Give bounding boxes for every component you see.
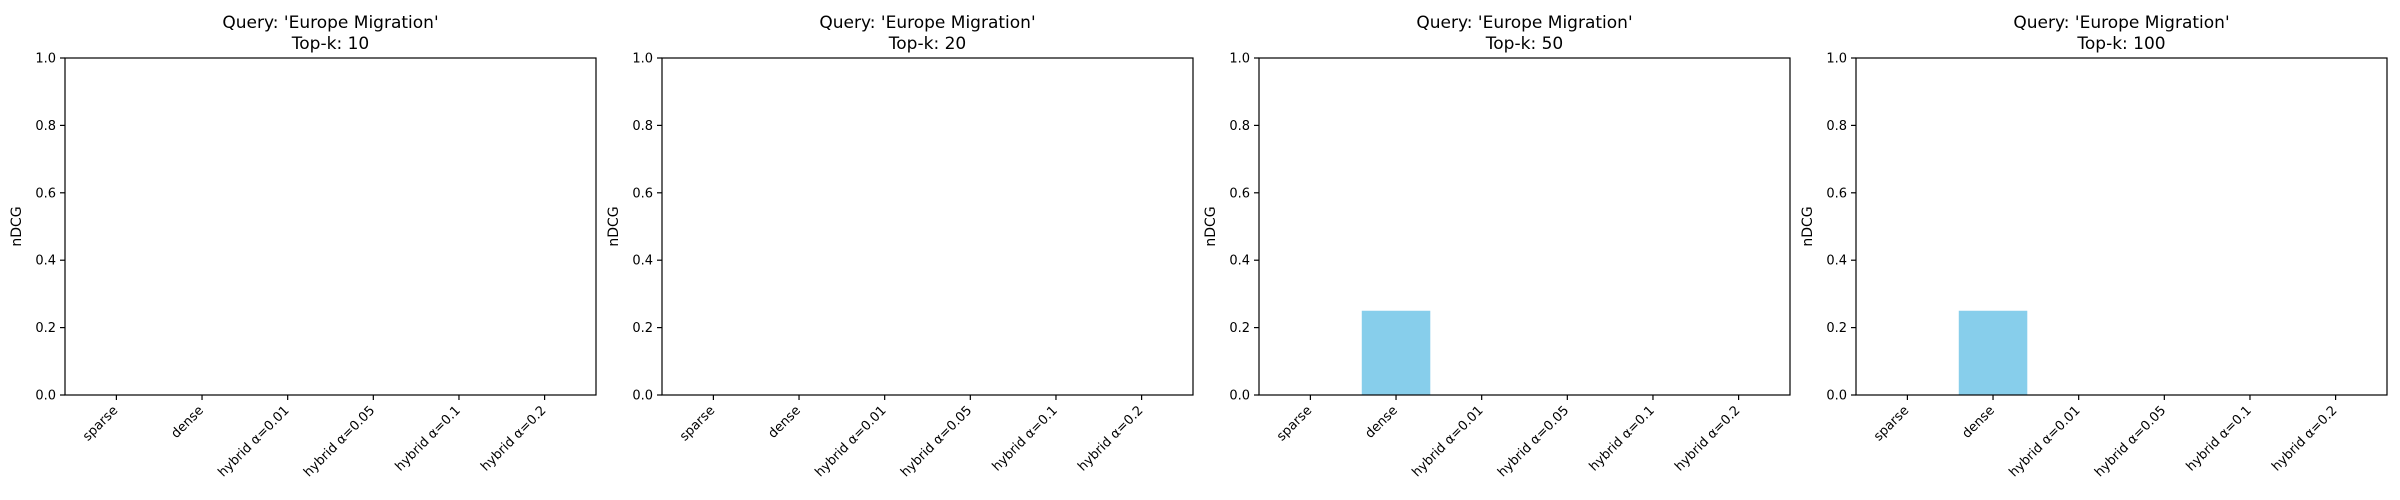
chart-title: Query: 'Europe Migration': [222, 13, 438, 33]
chart-subtitle: Top-k: 50: [1485, 34, 1563, 54]
y-tick-label: 0.8: [632, 119, 653, 134]
y-axis-label: nDCG: [9, 206, 25, 246]
y-tick-label: 1.0: [632, 52, 653, 67]
axes-frame: [661, 57, 1194, 396]
bar-2: [1361, 310, 1431, 395]
y-tick-label: 0.4: [632, 254, 653, 269]
y-tick-label: 0.6: [1826, 186, 1847, 201]
y-tick-label: 0.4: [1229, 254, 1250, 269]
axes-frame: [1855, 57, 2388, 396]
y-tick-label: 0.8: [1826, 119, 1847, 134]
chart-title: Query: 'Europe Migration': [2013, 13, 2229, 33]
y-axis-label: nDCG: [606, 206, 622, 246]
axes-frame: [1258, 57, 1791, 396]
axes-frame: [64, 57, 597, 396]
y-tick-label: 0.8: [35, 119, 56, 134]
y-axis-label: nDCG: [1800, 206, 1816, 246]
y-tick-label: 1.0: [35, 52, 56, 67]
y-tick-label: 0.2: [632, 321, 653, 336]
chart-subtitle: Top-k: 20: [888, 34, 966, 54]
chart-subtitle: Top-k: 10: [291, 34, 369, 54]
chart-title: Query: 'Europe Migration': [1416, 13, 1632, 33]
y-tick-label: 0.0: [1229, 389, 1250, 404]
y-tick-label: 0.0: [1826, 389, 1847, 404]
y-tick-label: 0.2: [1826, 321, 1847, 336]
y-tick-label: 1.0: [1826, 52, 1847, 67]
y-tick-label: 0.6: [632, 186, 653, 201]
y-tick-label: 0.8: [1229, 119, 1250, 134]
y-tick-label: 0.0: [35, 389, 56, 404]
chart-title: Query: 'Europe Migration': [819, 13, 1035, 33]
y-tick-label: 0.2: [35, 321, 56, 336]
y-tick-label: 0.4: [35, 254, 56, 269]
y-tick-label: 0.6: [35, 186, 56, 201]
chart-subtitle: Top-k: 100: [2076, 34, 2165, 54]
bar-2: [1958, 310, 2028, 395]
y-tick-label: 0.6: [1229, 186, 1250, 201]
y-axis-label: nDCG: [1203, 206, 1219, 246]
y-tick-label: 0.4: [1826, 254, 1847, 269]
y-tick-label: 1.0: [1229, 52, 1250, 67]
y-tick-label: 0.0: [632, 389, 653, 404]
y-tick-label: 0.2: [1229, 321, 1250, 336]
